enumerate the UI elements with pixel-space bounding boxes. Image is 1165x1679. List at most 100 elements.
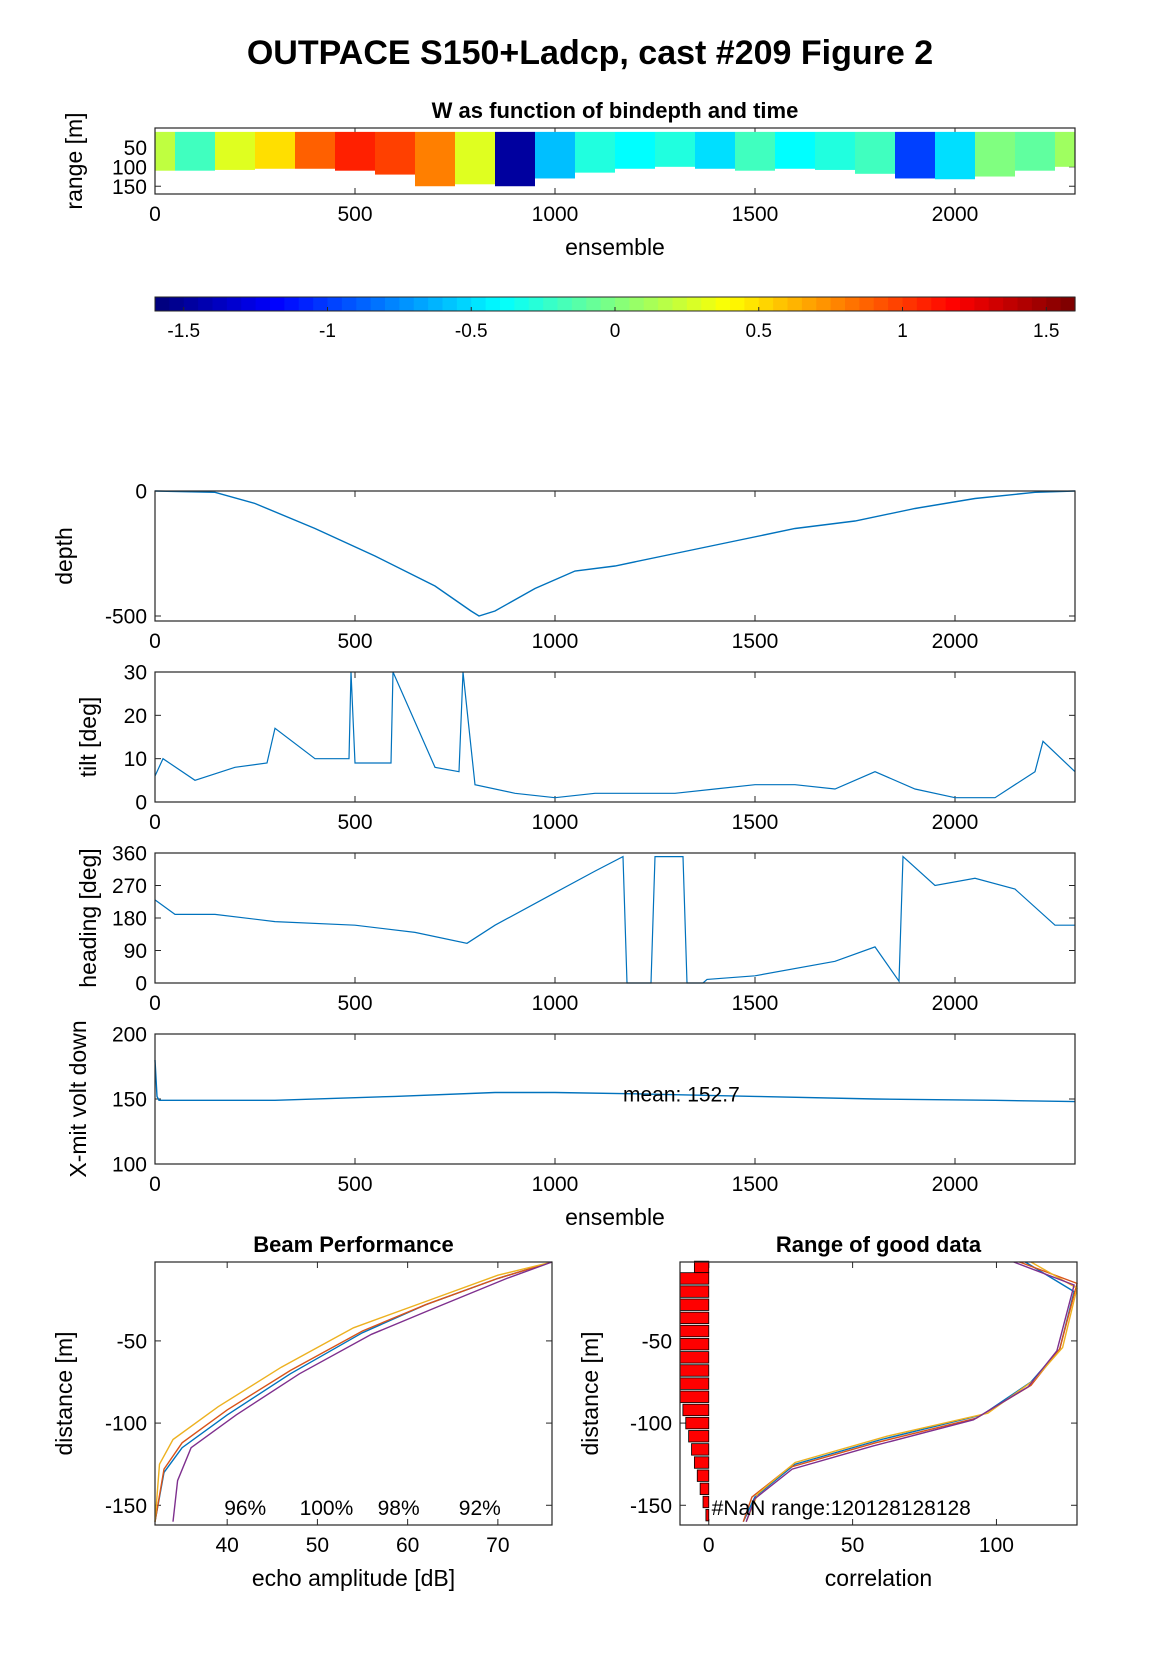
- colorbar: -1.5 -1 -0.5 0 0.5 1 1.5: [154, 296, 1076, 342]
- beam-3-line: [154, 1261, 553, 1522]
- colorbar-segment: [988, 297, 1004, 311]
- w-cell: [815, 131, 855, 170]
- x-tick-label: 500: [337, 1173, 372, 1196]
- axes-frame: [154, 1261, 553, 1526]
- colorbar-tick-label: -0.5: [455, 321, 488, 342]
- colorbar-segment: [385, 297, 400, 311]
- colorbar-segment: [600, 297, 616, 311]
- colorbar-segment: [902, 297, 918, 311]
- colorbar-segment: [658, 297, 674, 311]
- w-cell: [155, 131, 175, 171]
- y-tick-label: -50: [642, 1330, 672, 1353]
- colorbar-segment: [442, 297, 458, 311]
- x-tick-label: 500: [337, 630, 372, 653]
- x-tick-label: 2000: [932, 811, 979, 834]
- chart-title: Beam Performance: [253, 1232, 454, 1257]
- y-tick-label: -150: [630, 1495, 672, 1518]
- colorbar-segment: [226, 297, 242, 311]
- w-cell: [1015, 131, 1055, 171]
- correlation-beam-4-line: [745, 1261, 1075, 1522]
- colorbar-segment: [845, 297, 860, 311]
- axes-frame: [154, 127, 1076, 195]
- x-axis-label: ensemble: [565, 1204, 665, 1230]
- colorbar-segment: [241, 297, 257, 311]
- x-tick-label: 500: [337, 992, 372, 1015]
- x-tick-label: 1500: [732, 630, 779, 653]
- colorbar-segment: [413, 297, 429, 311]
- colorbar-segment: [428, 297, 444, 311]
- colorbar-segment: [730, 297, 745, 311]
- xmit-volt-line: [154, 1059, 1076, 1103]
- w-cell: [1055, 131, 1075, 167]
- beam-2-line: [154, 1261, 553, 1522]
- colorbar-tick-label: 1: [897, 321, 908, 342]
- colorbar-segment: [974, 297, 990, 311]
- w-cell: [415, 131, 455, 187]
- nan-range-bar: [705, 1508, 710, 1522]
- beam-1-line: [154, 1261, 553, 1522]
- axes-frame: [154, 490, 1076, 622]
- x-axis-label: ensemble: [565, 234, 665, 260]
- colorbar-segment: [586, 297, 602, 311]
- colorbar-segment: [758, 297, 774, 311]
- w-cell: [175, 131, 215, 171]
- x-tick-label: 1000: [532, 203, 579, 226]
- y-axis-label: heading [deg]: [75, 848, 101, 987]
- colorbar-segment: [485, 297, 501, 311]
- colorbar-tick-label: -1.5: [167, 321, 200, 342]
- colorbar-segment: [686, 297, 702, 311]
- colorbar-segment: [327, 297, 343, 311]
- tilt-line: [154, 671, 1076, 799]
- w-cell: [255, 131, 295, 169]
- y-tick-label: 200: [112, 1024, 147, 1047]
- beam-1-percentage: 96%: [224, 1497, 266, 1520]
- x-tick-label: 1500: [732, 811, 779, 834]
- colorbar-segment: [399, 297, 415, 311]
- colorbar-segment: [744, 297, 760, 311]
- w-cell: [335, 131, 375, 171]
- colorbar-segment: [960, 297, 975, 311]
- nan-range-bar: [679, 1272, 710, 1285]
- xmit-volt-panel: 0 500 1000 1500 2000 100 150 200 ensemble X-mit v…: [65, 1020, 1076, 1230]
- colorbar-segment: [629, 297, 645, 311]
- colorbar-segment: [341, 297, 357, 311]
- beam-4-percentage: 92%: [459, 1497, 501, 1520]
- y-axis-label: tilt [deg]: [75, 697, 101, 778]
- colorbar-tick-label: -1: [319, 321, 336, 342]
- figure-title: OUTPACE S150+Ladcp, cast #209 Figure 2: [247, 34, 933, 72]
- y-tick-label: -100: [630, 1413, 672, 1436]
- x-tick-label: 0: [149, 811, 161, 834]
- y-tick-label: 180: [112, 908, 147, 931]
- y-axis-label: distance [m]: [51, 1332, 77, 1456]
- colorbar-segment: [528, 297, 544, 311]
- x-tick-label: 2000: [932, 203, 979, 226]
- x-tick-label: 2000: [932, 992, 979, 1015]
- nan-range-bar: [679, 1338, 710, 1351]
- y-axis-label: distance [m]: [577, 1332, 603, 1456]
- nan-range-bar: [691, 1443, 710, 1456]
- colorbar-segment: [183, 297, 199, 311]
- w-cell: [895, 131, 935, 179]
- axes-frame: [679, 1261, 1078, 1526]
- w-cell: [615, 131, 655, 169]
- nan-range-bar: [688, 1430, 710, 1443]
- colorbar-segment: [945, 297, 961, 311]
- beam-3-percentage: 98%: [378, 1497, 420, 1520]
- x-tick-label: 1000: [532, 992, 579, 1015]
- colorbar-segment: [643, 297, 659, 311]
- colorbar-segment: [816, 297, 832, 311]
- correlation-beam-3-line: [745, 1261, 1078, 1522]
- nan-range-bar: [696, 1469, 710, 1482]
- colorbar-segment: [557, 297, 573, 311]
- w-cell: [375, 131, 415, 175]
- depth-line: [154, 490, 1076, 617]
- colorbar-tick-label: 0: [610, 321, 621, 342]
- y-tick-label: 270: [112, 875, 147, 898]
- x-tick-label: 1500: [732, 992, 779, 1015]
- nan-range-bar: [679, 1364, 710, 1377]
- colorbar-segment: [715, 297, 731, 311]
- correlation-beam-1-line: [742, 1261, 1075, 1522]
- colorbar-segment: [313, 297, 329, 311]
- x-tick-label: 0: [149, 992, 161, 1015]
